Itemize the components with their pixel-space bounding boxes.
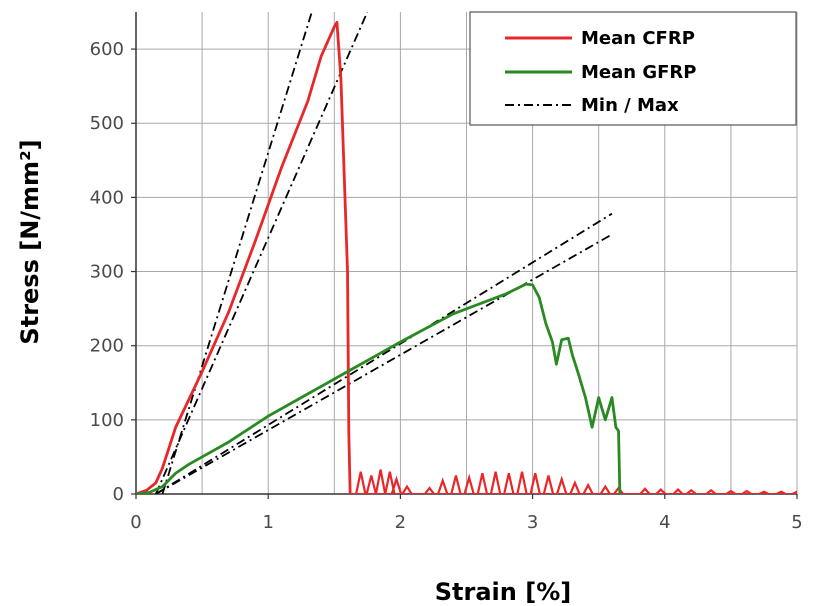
cfrp-fragment-spike	[365, 475, 378, 494]
series	[136, 12, 797, 494]
cfrp-fragment-spike	[463, 473, 475, 494]
cfrp-fragment-spike	[401, 484, 413, 494]
cfrp-fragment-spike	[476, 472, 489, 494]
x-tick-label: 3	[527, 512, 538, 533]
cfrp-fragment-spike	[685, 488, 697, 494]
tick-labels: 0 1 2 3 4 5 0 100 200 300 400 500 600	[90, 39, 803, 533]
cfrp-fragment-spike	[437, 477, 449, 494]
cfrp-fragment-spike	[569, 480, 581, 494]
legend-item-mean-gfrp-label: Mean GFRP	[581, 62, 696, 83]
y-tick-label: 400	[90, 187, 124, 208]
legend-box	[469, 11, 797, 126]
legend-item-mean-cfrp-label: Mean CFRP	[581, 28, 695, 49]
y-axis-title: Stress [N/mm²]	[16, 139, 44, 344]
x-axis-title: Strain [%]	[435, 578, 571, 606]
x-tick-label: 2	[395, 512, 406, 533]
y-tick-label: 0	[113, 484, 124, 505]
y-tick-label: 200	[90, 336, 124, 357]
series-line-mean-gfrp	[136, 282, 622, 494]
x-tick-label: 1	[262, 512, 273, 533]
y-tick-label: 600	[90, 39, 124, 60]
cfrp-fragment-spike	[655, 488, 667, 494]
cfrp-fragment-spike	[542, 475, 555, 494]
y-tick-label: 500	[90, 113, 124, 134]
minmax-line	[155, 233, 613, 494]
cfrp-fragment-spike	[450, 475, 462, 494]
cfrp-fragment-spike	[390, 475, 403, 494]
cfrp-fragment-spike	[516, 471, 528, 494]
cfrp-fragment-spike	[672, 488, 684, 494]
legend: Mean CFRP Mean GFRP Min / Max	[469, 11, 797, 126]
cfrp-fragment-spike	[423, 486, 435, 494]
x-tick-label: 0	[130, 512, 141, 533]
y-tick-label: 300	[90, 262, 124, 283]
minmax-line	[161, 12, 313, 494]
cfrp-fragment-spike	[374, 469, 387, 494]
x-tick-label: 5	[791, 512, 802, 533]
y-tick-label: 100	[90, 410, 124, 431]
legend-item-min-max-label: Min / Max	[581, 95, 679, 116]
cfrp-fragment-spike	[582, 482, 594, 494]
cfrp-fragment-spike	[503, 472, 515, 494]
minmax-line	[155, 12, 369, 494]
cfrp-fragment-spike	[639, 487, 651, 494]
cfrp-fragment-spike	[529, 472, 541, 494]
minmax-line	[155, 212, 613, 494]
cfrp-fragment-spike	[705, 488, 717, 494]
cfrp-fragment-spike	[556, 475, 568, 494]
cfrp-fragment-spike	[384, 471, 396, 494]
cfrp-fragment-spike	[489, 471, 502, 494]
x-tick-label: 4	[659, 512, 670, 533]
series-line-mean-cfrp	[136, 20, 352, 494]
cfrp-fragment-spike	[599, 484, 611, 494]
cfrp-fragment-spike	[355, 471, 367, 494]
